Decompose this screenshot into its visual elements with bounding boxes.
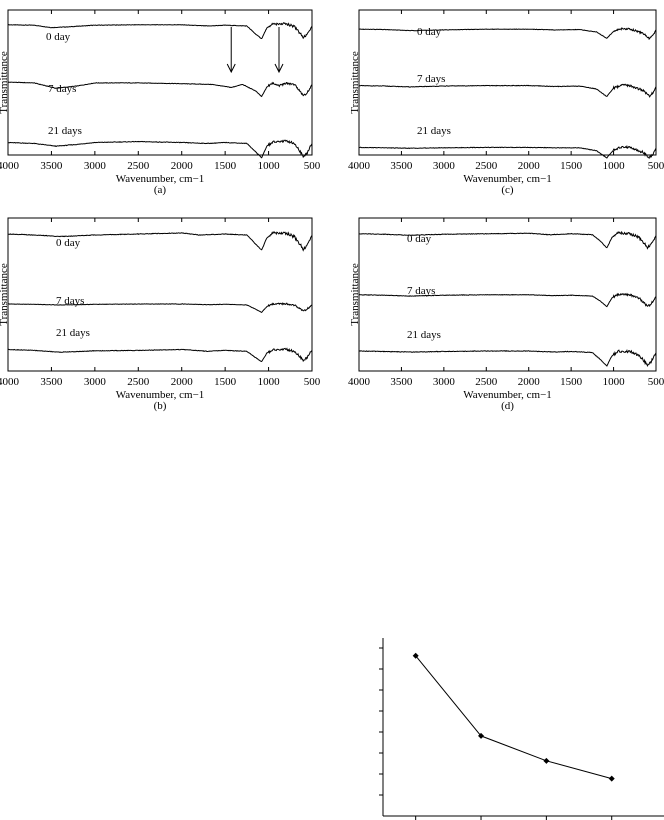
series-label-c-2: 21 days (417, 125, 451, 137)
x-tick-label-b: 2000 (171, 376, 194, 388)
x-tick-label-c: 2000 (518, 160, 541, 172)
x-tick-label-a: 1500 (214, 160, 237, 172)
x-tick-label-a: 3500 (40, 160, 63, 172)
spectrum-trace-c-0 (359, 27, 657, 40)
panel-label-b: (b) (154, 400, 167, 412)
x-tick-label-d: 4000 (348, 376, 371, 388)
series-label-a-0: 0 day (46, 31, 71, 43)
x-tick-label-b: 500 (304, 376, 321, 388)
x-tick-label-d: 1000 (603, 376, 626, 388)
x-tick-label-a: 4000 (0, 160, 20, 172)
x-tick-label-c: 3500 (390, 160, 413, 172)
spectrum-trace-b-1 (8, 302, 313, 313)
x-tick-label-a: 500 (304, 160, 321, 172)
x-axis-label-d: Wavenumber, cm−1 (463, 389, 552, 401)
series-label-d-2: 21 days (407, 329, 441, 341)
spectrum-trace-a-0 (7, 22, 313, 40)
e-data-point (412, 652, 419, 659)
series-label-a-1: 7 days (48, 83, 76, 95)
e-data-point (543, 757, 550, 764)
x-tick-label-d: 2500 (475, 376, 498, 388)
spectrum-trace-c-2 (358, 144, 657, 160)
x-tick-label-c: 1000 (603, 160, 626, 172)
x-tick-label-a: 3000 (84, 160, 107, 172)
panel-label-c: (c) (501, 184, 514, 196)
y-axis-label-d: Transmittance (349, 263, 361, 326)
x-tick-label-d: 1500 (560, 376, 583, 388)
spectrum-trace-b-0 (7, 230, 313, 252)
x-tick-label-a: 2500 (127, 160, 150, 172)
series-label-b-0: 0 day (56, 237, 81, 249)
y-axis-label-a: Transmittance (0, 51, 10, 114)
e-data-point (608, 775, 615, 782)
x-tick-label-d: 500 (648, 376, 664, 388)
spectrum-trace-d-2 (358, 349, 657, 368)
x-tick-label-a: 1000 (258, 160, 281, 172)
x-tick-label-d: 2000 (518, 376, 541, 388)
x-tick-label-b: 4000 (0, 376, 20, 388)
spectrum-trace-a-1 (7, 81, 313, 98)
x-tick-label-c: 2500 (475, 160, 498, 172)
spectrum-trace-b-2 (7, 347, 313, 363)
y-axis-label-c: Transmittance (349, 51, 361, 114)
x-tick-label-d: 3000 (433, 376, 456, 388)
e-data-point (478, 732, 485, 739)
spectrum-trace-c-1 (358, 83, 657, 98)
e-series-line (415, 655, 612, 780)
x-tick-label-b: 1500 (214, 376, 237, 388)
panel-label-d: (d) (501, 400, 514, 412)
x-tick-label-c: 3000 (433, 160, 456, 172)
series-label-d-1: 7 days (407, 285, 435, 297)
series-label-b-1: 7 days (56, 295, 84, 307)
y-axis-label-b: Transmittance (0, 263, 10, 326)
x-tick-label-c: 500 (648, 160, 664, 172)
x-tick-label-a: 2000 (171, 160, 194, 172)
arrow-head-0 (226, 63, 236, 74)
x-tick-label-c: 4000 (348, 160, 371, 172)
x-axis-label-b: Wavenumber, cm−1 (116, 389, 205, 401)
plot-frame-c (358, 9, 657, 156)
x-tick-label-b: 2500 (127, 376, 150, 388)
x-axis-label-c: Wavenumber, cm−1 (463, 173, 552, 185)
series-label-d-0: 0 day (407, 233, 432, 245)
spectrum-trace-d-0 (359, 230, 657, 250)
series-label-a-2: 21 days (48, 125, 82, 137)
plot-frame-a (7, 9, 313, 156)
series-label-c-0: 0 day (417, 26, 442, 38)
x-tick-label-b: 3500 (40, 376, 63, 388)
series-label-b-2: 21 days (56, 327, 90, 339)
spectrum-trace-d-1 (358, 292, 657, 308)
x-tick-label-c: 1500 (560, 160, 583, 172)
x-tick-label-b: 3000 (84, 376, 107, 388)
series-label-c-1: 7 days (417, 73, 445, 85)
plot-frame-b (7, 217, 313, 372)
x-tick-label-b: 1000 (258, 376, 281, 388)
panel-label-a: (a) (154, 184, 167, 196)
spectrum-trace-a-2 (8, 139, 313, 159)
x-tick-label-d: 3500 (390, 376, 413, 388)
arrow-head-1 (274, 63, 284, 74)
x-axis-label-a: Wavenumber, cm−1 (116, 173, 205, 185)
